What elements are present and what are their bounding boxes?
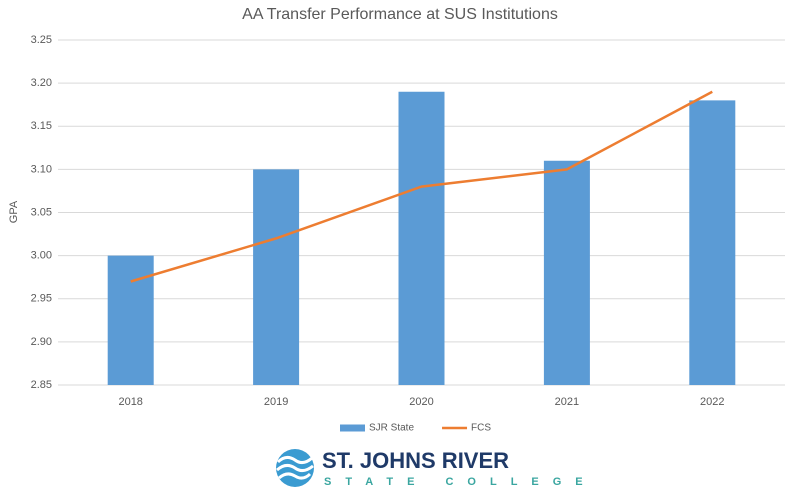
line: [130, 90, 713, 283]
bar: [689, 100, 736, 385]
logo-waves: [276, 455, 314, 480]
logo-subtitle: STATE COLLEGE: [324, 476, 597, 488]
x-tick-label: 2020: [409, 396, 433, 408]
y-tick-label: 2.85: [31, 379, 52, 391]
y-tick-label: 3.10: [31, 163, 52, 175]
y-tick-label: 3.00: [31, 250, 52, 262]
logo: ST. JOHNS RIVER STATE COLLEGE: [276, 448, 597, 488]
bar: [107, 255, 154, 385]
bar: [543, 160, 590, 385]
y-tick-label: 3.25: [31, 34, 52, 46]
legend-swatch: [340, 424, 365, 432]
bar: [253, 169, 300, 385]
y-tick-label: 3.20: [31, 77, 52, 89]
x-tick-label: 2019: [264, 396, 288, 408]
legend-label: SJR State: [369, 423, 414, 434]
legend-label: FCS: [471, 423, 491, 434]
y-tick-label: 3.15: [31, 120, 52, 132]
x-tick-label: 2022: [700, 396, 724, 408]
y-tick-label: 2.90: [31, 336, 52, 348]
y-tick-label: 3.05: [31, 206, 52, 218]
logo-title: ST. JOHNS RIVER: [322, 448, 509, 473]
y-tick-label: 2.95: [31, 293, 52, 305]
y-axis-label: GPA: [8, 200, 20, 223]
x-tick-label: 2018: [118, 396, 142, 408]
chart-title: AA Transfer Performance at SUS Instituti…: [242, 6, 558, 23]
x-tick-label: 2021: [555, 396, 579, 408]
bar: [398, 91, 445, 385]
